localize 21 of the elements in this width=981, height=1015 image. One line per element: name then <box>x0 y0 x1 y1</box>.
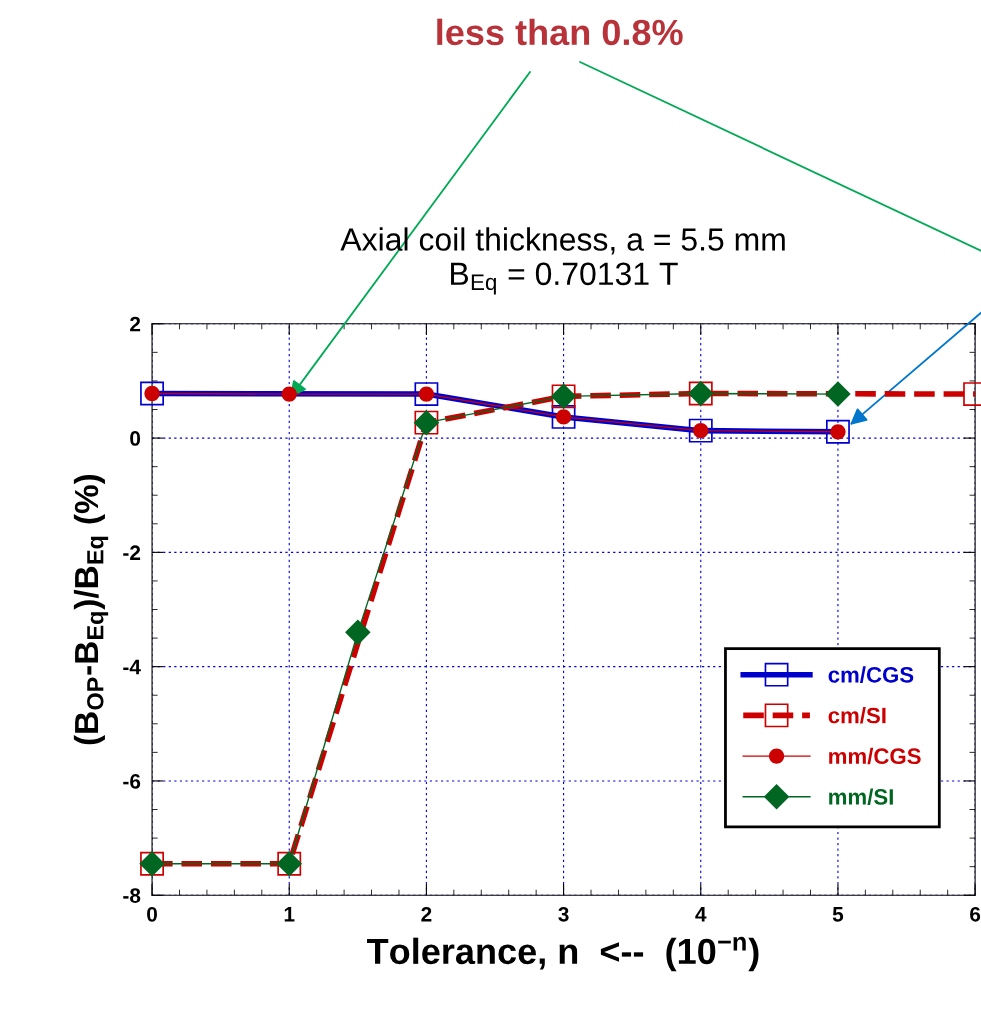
y-tick-label: -4 <box>123 659 141 675</box>
x-tick-label: 2 <box>421 906 432 922</box>
legend-label: cm/CGS <box>828 666 914 683</box>
legend-label: mm/CGS <box>829 747 921 765</box>
legend-label: mm/SI <box>829 788 893 806</box>
y-axis-title: (B$_{OP}$-B$_{Eq}$)/B$_{Eq}$ (%) <box>73 474 109 745</box>
y-tick-label: -8 <box>123 888 141 903</box>
x-tick-label: 1 <box>284 907 295 922</box>
legend-label: cm/SI <box>828 707 886 724</box>
y-tick-label: -2 <box>123 545 141 560</box>
x-tick-label: 6 <box>970 906 981 922</box>
x-tick-label: 4 <box>695 907 707 922</box>
x-tick-label: 3 <box>558 906 569 922</box>
chart-title: Axial coil thickness, a = 5.5 mm B$_{Eq}$ = 0.70131 T <box>340 227 785 295</box>
y-tick-label: 0 <box>130 431 141 446</box>
y-tick-label: -6 <box>123 773 141 789</box>
y-tick-label: 2 <box>130 316 141 332</box>
x-tick-label: 0 <box>147 906 157 922</box>
text: less than 0.8% <box>437 18 683 46</box>
x-axis-title: Tolerance, n <-- (10$^{−n}$) <box>367 936 759 972</box>
x-tick-label: 5 <box>832 907 844 922</box>
